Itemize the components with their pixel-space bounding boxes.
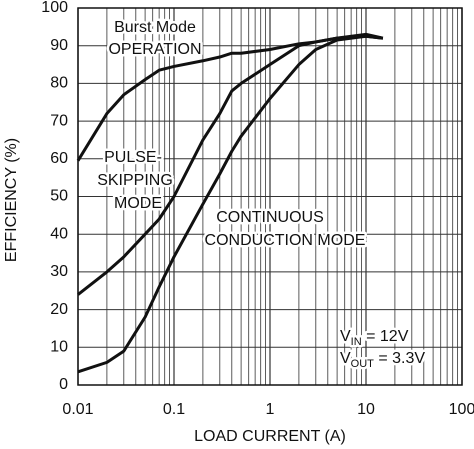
- annotation: Burst Mode: [114, 19, 196, 36]
- annotation: CONDUCTION MODE: [205, 232, 366, 249]
- plot-frame: [77, 7, 463, 386]
- annotation-part: V: [340, 328, 351, 345]
- data-line: [77, 32, 384, 296]
- y-tick-label: 60: [50, 150, 68, 167]
- y-tick-label: 90: [50, 37, 68, 54]
- x-tick-label: 100: [449, 401, 474, 418]
- annotation: VOUT = 3.3V: [340, 350, 425, 370]
- subscript: OUT: [351, 358, 375, 370]
- annotation: PULSE-: [104, 149, 162, 166]
- y-axis-label: EFFICIENCY (%): [3, 138, 20, 262]
- x-tick-label: 0.01: [62, 401, 93, 418]
- y-tick-label: 30: [50, 263, 68, 280]
- y-tick-label: 70: [50, 112, 68, 129]
- annotation: VIN = 12V: [340, 328, 409, 348]
- annotation-part: V: [340, 350, 351, 367]
- x-tick-label: 1: [266, 401, 275, 418]
- y-tick-label: 0: [59, 376, 68, 393]
- y-tick-label: 40: [50, 225, 68, 242]
- x-tick-label: 0.1: [163, 401, 185, 418]
- annotation-part: = 3.3V: [374, 350, 425, 367]
- annotation: SKIPPING: [97, 172, 173, 189]
- y-tick-label: 100: [41, 0, 68, 16]
- annotation: MODE: [114, 195, 162, 212]
- x-tick-label: 10: [357, 401, 375, 418]
- y-tick-label: 20: [50, 301, 68, 318]
- subscript: IN: [351, 336, 362, 348]
- y-tick-label: 50: [50, 188, 68, 205]
- annotation: CONTINUOUS: [216, 209, 324, 226]
- x-axis-label: LOAD CURRENT (A): [194, 428, 346, 445]
- y-tick-label: 80: [50, 75, 68, 92]
- annotation-part: = 12V: [362, 328, 409, 345]
- y-tick-label: 10: [50, 339, 68, 356]
- annotation: OPERATION: [108, 41, 201, 58]
- data-line: [77, 34, 384, 374]
